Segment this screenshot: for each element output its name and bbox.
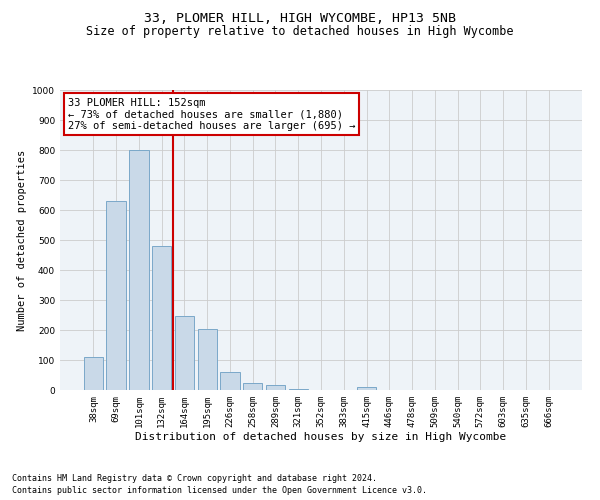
Text: Distribution of detached houses by size in High Wycombe: Distribution of detached houses by size … (136, 432, 506, 442)
Bar (129, 150, 149, 390)
Text: 33 PLOMER HILL: 152sqm
← 73% of detached houses are smaller (1,880)
27% of semi-: 33 PLOMER HILL: 152sqm ← 73% of detached… (68, 98, 355, 130)
Y-axis label: Number of detached properties: Number of detached properties (17, 150, 26, 330)
Text: 33, PLOMER HILL, HIGH WYCOMBE, HP13 5NB: 33, PLOMER HILL, HIGH WYCOMBE, HP13 5NB (144, 12, 456, 26)
Text: Contains public sector information licensed under the Open Government Licence v3: Contains public sector information licen… (12, 486, 427, 495)
Bar (357, 387, 376, 390)
Bar (106, 201, 126, 390)
Text: Size of property relative to detached houses in High Wycombe: Size of property relative to detached ho… (86, 25, 514, 38)
Bar (220, 372, 239, 390)
Bar (266, 385, 285, 390)
Text: Contains HM Land Registry data © Crown copyright and database right 2024.: Contains HM Land Registry data © Crown c… (12, 474, 377, 483)
Bar (175, 316, 194, 390)
Bar (243, 382, 262, 390)
Bar (197, 328, 217, 390)
Bar (152, 246, 172, 390)
Bar (84, 357, 103, 390)
Bar (289, 388, 308, 390)
